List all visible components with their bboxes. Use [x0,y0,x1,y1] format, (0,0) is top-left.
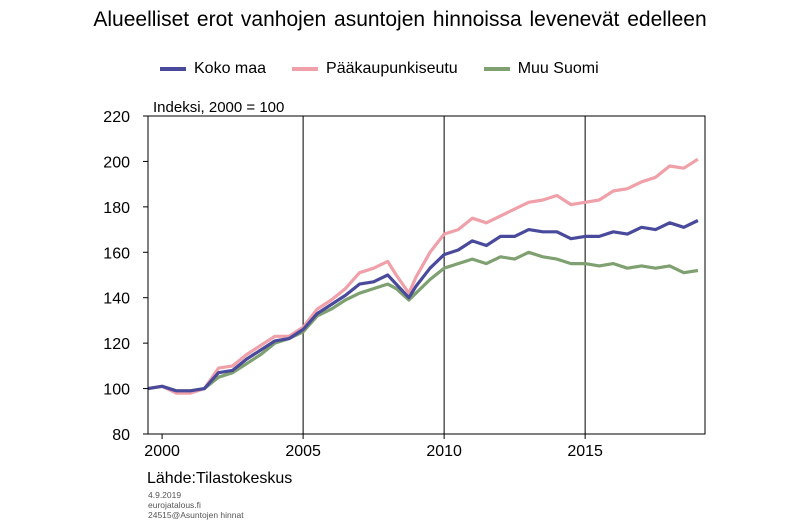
series-line-pääkaupunkiseutu [147,157,699,395]
legend-item-muu-suomi: Muu Suomi [483,60,599,78]
legend-label-paakaupunkiseutu: Pääkaupunkiseutu [326,60,458,77]
y-tick-label-220: 220 [103,109,130,126]
meta-ref: 24515@Asuntojen hinnat [148,510,244,520]
legend: Koko maa Pääkaupunkiseutu Muu Suomi [160,60,599,78]
plot-frame [147,115,706,435]
x-tick-label-2005: 2005 [285,443,321,460]
gridlines [302,116,586,434]
series-group [147,157,699,395]
x-tick-label-2015: 2015 [567,443,603,460]
x-tick-label-2000: 2000 [144,443,180,460]
legend-swatch-paakaupunkiseutu [292,67,319,71]
legend-item-paakaupunkiseutu: Pääkaupunkiseutu [292,60,458,78]
source-label: Lähde:Tilastokeskus [147,470,293,487]
y-tick-label-200: 200 [103,154,130,171]
legend-item-koko-maa: Koko maa [160,60,266,78]
legend-label-koko-maa: Koko maa [194,60,267,77]
y-axis: 80 100 120 140 160 180 200 220 [103,109,148,444]
y-tick-label-120: 120 [103,336,130,353]
x-tick-label-2010: 2010 [426,443,462,460]
series-line-muu-suomi [147,250,699,393]
y-tick-label-160: 160 [103,245,130,262]
meta-site: eurojatalous.fi [148,500,201,510]
y-tick-label-180: 180 [103,200,130,217]
y-tick-label-140: 140 [103,291,130,308]
series-line-koko-maa [147,219,699,393]
y-axis-label: Indeksi, 2000 = 100 [153,99,285,116]
x-axis: 2000 2005 2010 2015 [144,434,603,460]
meta-date: 4.9.2019 [148,490,182,500]
y-tick-label-100: 100 [103,382,130,399]
y-tick-label-80: 80 [112,427,130,444]
legend-swatch-koko-maa [160,67,186,71]
chart-title: Alueelliset erot vanhojen asuntojen hinn… [93,8,707,31]
legend-label-muu-suomi: Muu Suomi [517,60,599,77]
legend-swatch-muu-suomi [483,67,510,71]
